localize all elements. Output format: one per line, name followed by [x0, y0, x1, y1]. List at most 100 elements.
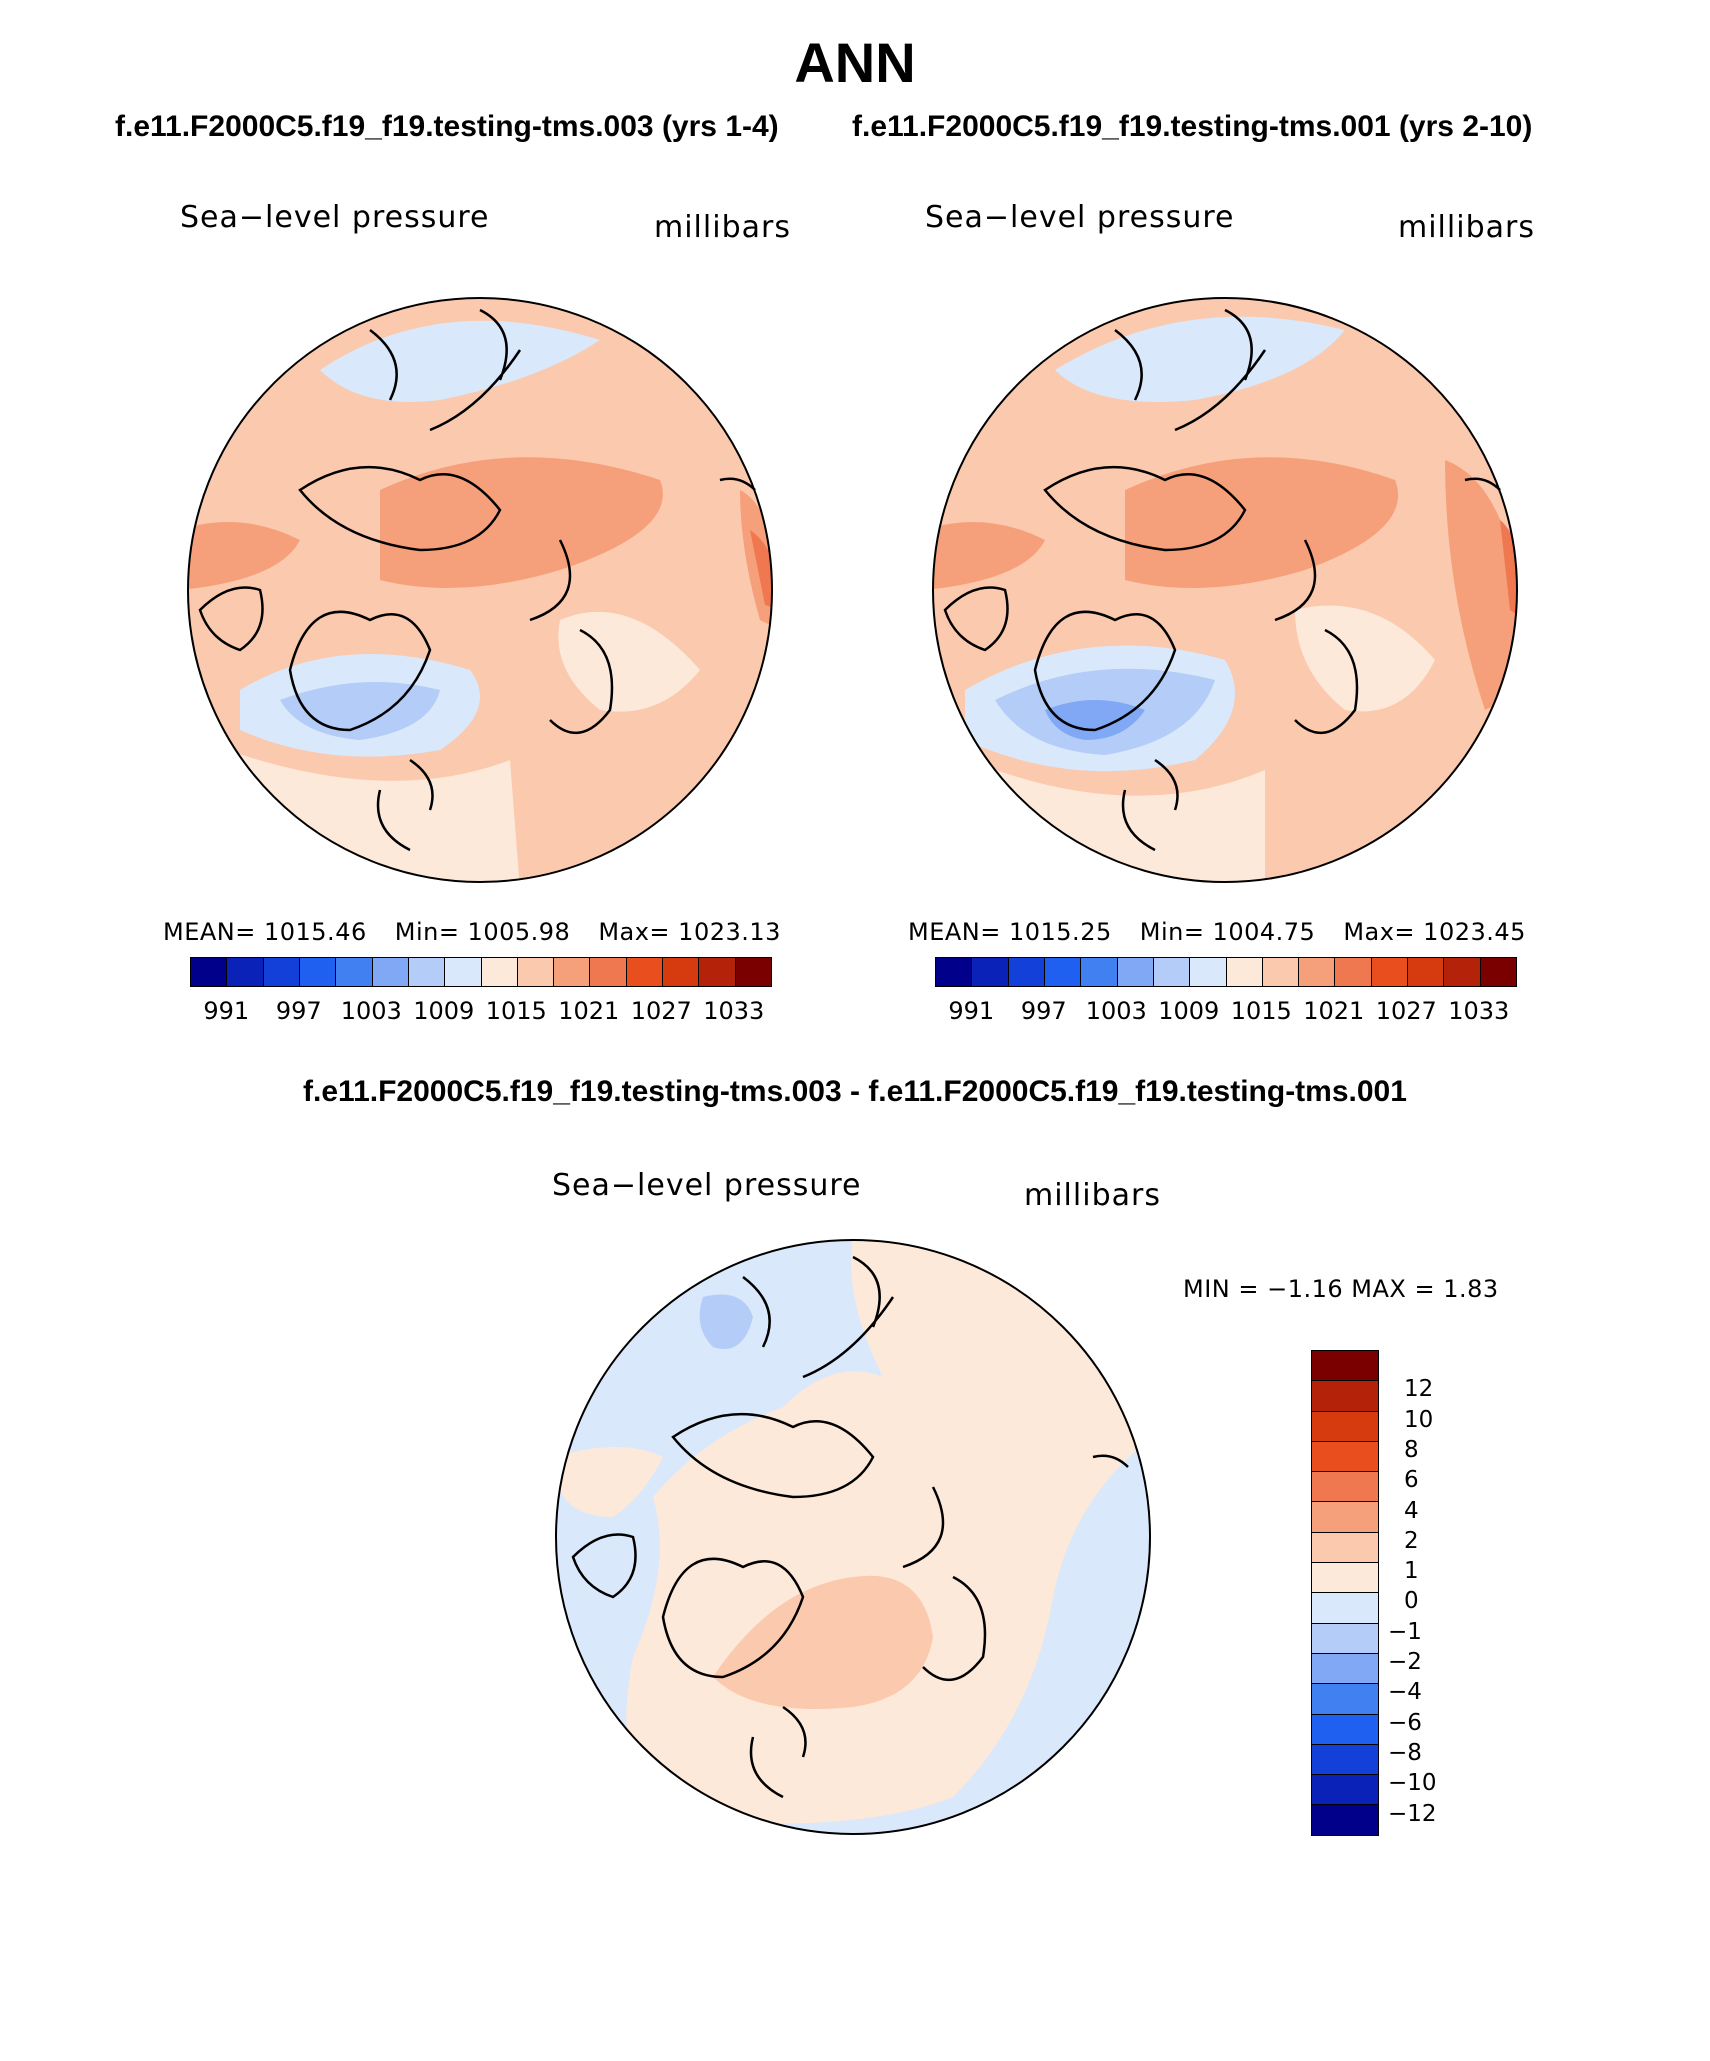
colorbar-swatch: [1312, 1563, 1378, 1594]
colorbar-tick-label: 2: [1404, 1527, 1419, 1554]
panel1-stats: MEAN= 1015.46 Min= 1005.98 Max= 1023.13: [163, 918, 809, 946]
panel2-colorbar: [935, 957, 1517, 987]
colorbar-swatch: [1312, 1593, 1378, 1624]
panel1-min: Min= 1005.98: [394, 918, 571, 946]
colorbar-swatch: [1312, 1684, 1378, 1715]
colorbar-tick-label: 1003: [1085, 997, 1147, 1025]
colorbar-swatch: [1312, 1653, 1378, 1685]
colorbar-swatch: [1081, 958, 1118, 986]
diff-units-label: millibars: [1024, 1178, 1161, 1213]
colorbar-swatch: [936, 958, 973, 986]
case2-title: f.e11.F2000C5.f19_f19.testing-tms.001 (y…: [852, 110, 1533, 143]
difference-polar-map: [555, 1239, 1151, 1835]
colorbar-swatch: [1153, 958, 1191, 986]
colorbar-tick-label: −8: [1388, 1739, 1422, 1766]
colorbar-swatch: [1312, 1623, 1378, 1654]
panel2-min: Min= 1004.75: [1139, 918, 1316, 946]
colorbar-swatch: [972, 958, 1009, 986]
colorbar-tick-label: 12: [1404, 1376, 1434, 1403]
colorbar-swatch: [554, 958, 591, 986]
colorbar-tick-label: 1021: [558, 997, 620, 1025]
colorbar-tick-label: 0: [1404, 1588, 1419, 1615]
colorbar-tick-label: −2: [1388, 1649, 1422, 1675]
difference-title: f.e11.F2000C5.f19_f19.testing-tms.003 - …: [303, 1075, 1407, 1108]
difference-colorbar-ticks: 12 10 8 6 4 2 1 0 −1 −2 −4 −6 −8 −10 −12: [1388, 1350, 1468, 1830]
colorbar-swatch: [1117, 958, 1154, 986]
colorbar-swatch: [1480, 958, 1516, 986]
panel2-mean: MEAN= 1015.25: [908, 918, 1112, 946]
colorbar-swatch: [1312, 1532, 1378, 1564]
colorbar-swatch: [1262, 958, 1300, 986]
colorbar-swatch: [1408, 958, 1445, 986]
colorbar-swatch: [626, 958, 664, 986]
colorbar-swatch: [1226, 958, 1263, 986]
case1-title: f.e11.F2000C5.f19_f19.testing-tms.003 (y…: [115, 110, 779, 143]
colorbar-swatch: [1335, 958, 1372, 986]
colorbar-swatch: [1299, 958, 1336, 986]
colorbar-tick-label: 1009: [1158, 997, 1220, 1025]
colorbar-swatch: [408, 958, 446, 986]
panel1-polar-map: [187, 297, 773, 883]
colorbar-swatch: [336, 958, 373, 986]
colorbar-swatch: [227, 958, 264, 986]
colorbar-swatch: [1371, 958, 1409, 986]
colorbar-tick-label: 1027: [630, 997, 692, 1025]
panel2-variable-label: Sea−level pressure: [925, 200, 1235, 235]
colorbar-swatch: [517, 958, 555, 986]
colorbar-swatch: [372, 958, 409, 986]
colorbar-swatch: [735, 958, 771, 986]
colorbar-swatch: [1312, 1805, 1378, 1835]
colorbar-swatch: [1312, 1472, 1378, 1503]
panel1-max: Max= 1023.13: [598, 918, 781, 946]
colorbar-swatch: [1312, 1744, 1378, 1776]
panel2-polar-map: [932, 297, 1518, 883]
colorbar-tick-label: 10: [1404, 1406, 1434, 1433]
colorbar-tick-label: 1009: [413, 997, 475, 1025]
panel2-stats: MEAN= 1015.25 Min= 1004.75 Max= 1023.45: [908, 918, 1554, 946]
colorbar-swatch: [1190, 958, 1227, 986]
colorbar-tick-label: 997: [1020, 997, 1067, 1025]
colorbar-tick-label: 4: [1404, 1497, 1419, 1524]
colorbar-tick-label: 1: [1404, 1558, 1419, 1585]
colorbar-tick-label: −4: [1388, 1679, 1422, 1706]
colorbar-swatch: [299, 958, 337, 986]
colorbar-tick-label: 1003: [340, 997, 402, 1025]
colorbar-tick-label: −6: [1388, 1709, 1422, 1736]
colorbar-swatch: [1044, 958, 1082, 986]
panel2-max: Max= 1023.45: [1343, 918, 1526, 946]
colorbar-tick-label: 1015: [1230, 997, 1292, 1025]
colorbar-swatch: [1008, 958, 1045, 986]
colorbar-swatch: [1312, 1502, 1378, 1533]
page-title: ANN: [794, 31, 916, 94]
colorbar-swatch: [1312, 1411, 1378, 1442]
colorbar-swatch: [191, 958, 228, 986]
colorbar-tick-label: 6: [1404, 1467, 1419, 1494]
colorbar-swatch: [1312, 1381, 1378, 1412]
colorbar-tick-label: 1015: [485, 997, 547, 1025]
colorbar-swatch: [1312, 1775, 1378, 1806]
panel1-variable-label: Sea−level pressure: [180, 200, 490, 235]
colorbar-swatch: [1444, 958, 1481, 986]
colorbar-swatch: [445, 958, 482, 986]
colorbar-swatch: [263, 958, 300, 986]
panel1-units-label: millibars: [654, 210, 791, 245]
colorbar-tick-label: 1033: [703, 997, 765, 1025]
colorbar-tick-label: 991: [203, 997, 250, 1025]
colorbar-swatch: [1312, 1351, 1378, 1382]
colorbar-swatch: [1312, 1441, 1378, 1473]
diff-minmax: MIN = −1.16 MAX = 1.83: [1183, 1275, 1499, 1303]
colorbar-tick-label: 1027: [1375, 997, 1437, 1025]
colorbar-tick-label: −10: [1388, 1770, 1437, 1797]
colorbar-swatch: [590, 958, 627, 986]
colorbar-tick-label: 1021: [1303, 997, 1365, 1025]
difference-colorbar: [1311, 1350, 1379, 1836]
colorbar-tick-label: −1: [1388, 1618, 1422, 1645]
colorbar-tick-label: 8: [1404, 1436, 1419, 1463]
colorbar-swatch: [699, 958, 736, 986]
panel1-colorbar: [190, 957, 772, 987]
panel2-units-label: millibars: [1398, 210, 1535, 245]
colorbar-swatch: [481, 958, 518, 986]
panel1-mean: MEAN= 1015.46: [163, 918, 367, 946]
colorbar-swatch: [663, 958, 700, 986]
colorbar-tick-label: 991: [948, 997, 995, 1025]
